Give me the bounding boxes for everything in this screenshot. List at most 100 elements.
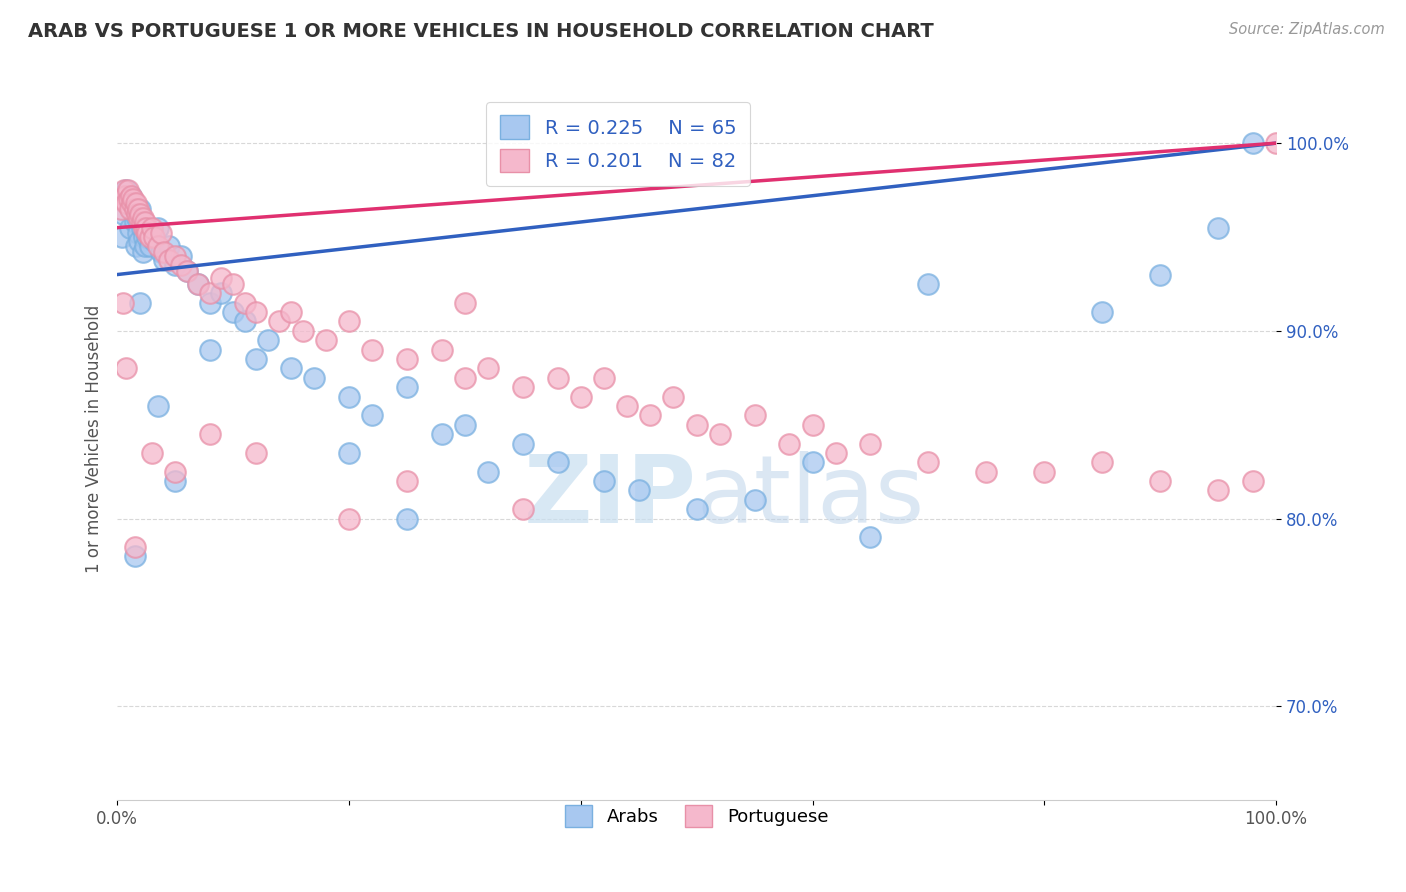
- Point: [125, 207, 148, 221]
- Point: [112, 183, 135, 197]
- Point: [269, 314, 291, 328]
- Point: [211, 271, 233, 285]
- Point: [1091, 305, 1114, 319]
- Legend: Arabs, Portuguese: Arabs, Portuguese: [558, 798, 835, 835]
- Point: [616, 399, 638, 413]
- Point: [245, 446, 267, 460]
- Point: [547, 455, 569, 469]
- Point: [117, 183, 139, 197]
- Point: [640, 409, 662, 423]
- Point: [136, 230, 159, 244]
- Point: [111, 295, 134, 310]
- Point: [141, 446, 163, 460]
- Point: [222, 277, 245, 291]
- Point: [395, 511, 418, 525]
- Point: [121, 196, 143, 211]
- Point: [111, 230, 134, 244]
- Point: [131, 220, 153, 235]
- Point: [395, 352, 418, 367]
- Point: [302, 371, 325, 385]
- Point: [1091, 455, 1114, 469]
- Point: [245, 305, 267, 319]
- Point: [150, 245, 173, 260]
- Point: [127, 227, 149, 241]
- Point: [165, 474, 187, 488]
- Point: [146, 399, 169, 413]
- Point: [233, 295, 256, 310]
- Point: [337, 390, 360, 404]
- Point: [477, 361, 499, 376]
- Point: [165, 249, 187, 263]
- Point: [593, 474, 616, 488]
- Point: [135, 220, 157, 235]
- Point: [245, 352, 267, 367]
- Point: [187, 277, 209, 291]
- Point: [157, 239, 180, 253]
- Point: [134, 215, 156, 229]
- Point: [170, 258, 193, 272]
- Point: [198, 295, 221, 310]
- Point: [141, 220, 163, 235]
- Point: [132, 230, 155, 244]
- Point: [547, 371, 569, 385]
- Point: [165, 258, 187, 272]
- Point: [917, 455, 939, 469]
- Point: [1206, 483, 1229, 498]
- Point: [111, 207, 134, 221]
- Text: atlas: atlas: [696, 450, 925, 542]
- Point: [315, 333, 337, 347]
- Point: [222, 305, 245, 319]
- Point: [187, 277, 209, 291]
- Y-axis label: 1 or more Vehicles in Household: 1 or more Vehicles in Household: [86, 305, 103, 573]
- Point: [430, 343, 453, 357]
- Point: [141, 227, 163, 241]
- Point: [859, 530, 882, 544]
- Point: [128, 211, 150, 226]
- Point: [124, 540, 146, 554]
- Point: [801, 417, 824, 432]
- Point: [146, 239, 169, 253]
- Point: [211, 286, 233, 301]
- Point: [118, 193, 141, 207]
- Point: [454, 371, 477, 385]
- Point: [122, 193, 145, 207]
- Point: [337, 511, 360, 525]
- Point: [136, 227, 159, 241]
- Point: [337, 446, 360, 460]
- Point: [361, 343, 384, 357]
- Point: [361, 409, 384, 423]
- Point: [157, 252, 180, 267]
- Point: [593, 371, 616, 385]
- Point: [150, 227, 173, 241]
- Point: [778, 436, 800, 450]
- Point: [124, 215, 146, 229]
- Point: [801, 455, 824, 469]
- Point: [124, 202, 146, 216]
- Point: [1149, 474, 1171, 488]
- Point: [512, 502, 534, 516]
- Point: [138, 230, 160, 244]
- Point: [917, 277, 939, 291]
- Point: [120, 188, 142, 202]
- Point: [129, 295, 152, 310]
- Point: [709, 427, 731, 442]
- Point: [454, 295, 477, 310]
- Point: [131, 211, 153, 226]
- Point: [512, 436, 534, 450]
- Point: [430, 427, 453, 442]
- Point: [128, 234, 150, 248]
- Point: [132, 220, 155, 235]
- Point: [152, 252, 174, 267]
- Point: [198, 286, 221, 301]
- Point: [115, 361, 138, 376]
- Point: [152, 245, 174, 260]
- Point: [124, 549, 146, 564]
- Point: [198, 343, 221, 357]
- Point: [280, 305, 302, 319]
- Point: [135, 220, 157, 235]
- Text: Source: ZipAtlas.com: Source: ZipAtlas.com: [1229, 22, 1385, 37]
- Point: [176, 264, 198, 278]
- Point: [170, 249, 193, 263]
- Point: [125, 239, 148, 253]
- Point: [1241, 474, 1264, 488]
